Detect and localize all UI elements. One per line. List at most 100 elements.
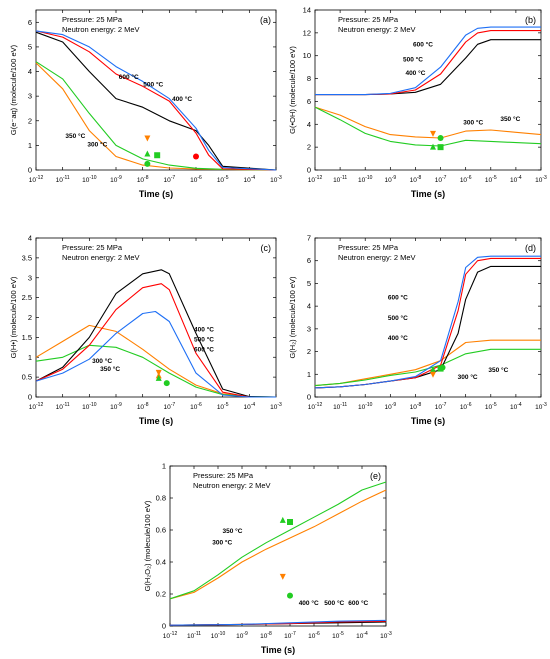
x-tick-label: 10-8 [137,402,149,411]
y-tick-label: 10 [303,51,311,60]
x-tick-label: 10-12 [308,402,323,411]
y-tick-label: 1 [28,353,32,362]
x-tick-label: 10-8 [137,175,149,184]
x-tick-label: 10-5 [332,631,344,640]
x-tick-label: 10-3 [535,175,547,184]
data-marker-circle [193,153,199,160]
data-marker-tri-down [279,573,286,580]
y-tick-label: 4 [307,120,311,129]
temperature-label: 600 °C [388,293,408,301]
series-line-600C [314,255,541,389]
x-tick-label: 10-4 [243,402,255,411]
x-tick-label: 10-8 [410,175,422,184]
series-line-350C [35,344,277,398]
panel-label: (c) [261,243,272,253]
x-tick-label: 10-11 [333,175,347,184]
series-line-350C [169,481,387,600]
series-line-300C [314,339,541,387]
y-tick-label: 6 [28,18,32,27]
y-tick-label: 0 [28,166,32,175]
x-tick-label: 10-9 [384,402,396,411]
x-tick-label: 10-12 [163,631,178,640]
annotation-energy: Neutron energy: 2 MeV [62,25,140,34]
plot-frame [314,237,542,398]
x-tick-label: 10-6 [460,402,472,411]
series-line-300C [314,106,542,139]
x-tick-label: 10-9 [236,631,248,640]
y-tick-label: 1.5 [22,333,32,342]
x-tick-label: 10-8 [410,402,422,411]
y-tick-label: 3 [28,92,32,101]
temperature-label: 500 °C [324,599,344,607]
temperature-label: 600 °C [348,599,368,607]
y-tick-label: 5 [307,279,311,288]
y-axis-title: G(•OH) (molecule/100 eV) [288,46,297,134]
temperature-label: 500 °C [194,335,214,343]
y-tick-label: 12 [303,28,311,37]
plot-frame [169,465,387,627]
data-marker-tri-down [429,130,436,137]
x-tick-label: 10-7 [163,175,175,184]
x-tick-label: 10-10 [358,175,373,184]
x-axis-title: Time (s) [411,189,445,199]
annotation-pressure: Pressure: 25 MPa [338,15,399,24]
x-tick-label: 10-8 [260,631,272,640]
data-marker-triangle [429,366,436,373]
temperature-label: 350 °C [100,365,120,373]
panel-label: (d) [525,243,536,253]
panel-a: 10-12 10-11 10-10 10-9 10-8 10-7 10-6 10-5 10-4 1… [9,9,282,199]
x-tick-label: 10-7 [435,175,447,184]
x-tick-label: 10-12 [29,402,44,411]
y-tick-label: 0.5 [22,373,32,382]
x-tick-label: 10-6 [190,175,202,184]
y-axis-title: G(e⁻aq) (molecule/100 eV) [9,44,18,135]
y-tick-label: 0.4 [156,558,166,567]
series-line-600C [35,30,277,171]
x-axis-title: Time (s) [139,416,173,426]
y-tick-label: 4 [28,234,32,243]
temperature-label: 500 °C [143,80,163,88]
panel-label: (b) [525,15,536,25]
temperature-label: 400 °C [172,95,192,103]
temperature-label: 350 °C [222,527,242,535]
series-line-350C [314,106,542,147]
data-marker-tri-down [144,135,151,142]
y-tick-label: 0 [28,393,32,402]
x-tick-label: 10-3 [270,402,282,411]
y-tick-label: 0 [307,166,311,175]
x-tick-label: 10-7 [284,631,296,640]
y-tick-label: 8 [307,74,311,83]
data-marker-square [437,365,444,372]
temperature-label: 500 °C [403,55,423,63]
y-tick-label: 4 [28,67,32,76]
data-marker-circle [437,135,444,141]
x-tick-label: 10-4 [243,175,255,184]
temperature-label: 600 °C [119,73,139,81]
temperature-label: 300 °C [463,118,483,126]
temperature-label: 300 °C [212,538,232,546]
x-tick-label: 10-11 [56,402,70,411]
temperature-label: 350 °C [500,115,520,123]
y-tick-label: 0.6 [156,526,166,535]
x-tick-label: 10-5 [485,402,497,411]
data-marker-tri-down [429,371,436,378]
x-tick-label: 10-9 [384,175,396,184]
annotation-pressure: Pressure: 25 MPa [62,243,123,252]
temperature-label: 500 °C [388,314,408,322]
x-tick-label: 10-11 [187,631,201,640]
annotation-energy: Neutron energy: 2 MeV [338,253,416,262]
x-tick-label: 10-10 [211,631,226,640]
series-line-500C [35,283,276,398]
x-tick-label: 10-12 [29,175,44,184]
annotation-pressure: Pressure: 25 MPa [193,471,254,480]
series-line-500C [35,30,277,171]
y-tick-label: 2.5 [22,293,32,302]
data-marker-square [437,144,444,151]
x-tick-label: 10-10 [358,402,373,411]
x-tick-label: 10-6 [460,175,472,184]
panel-label: (a) [260,15,271,25]
temperature-label: 400 °C [388,334,408,342]
x-tick-label: 10-4 [356,631,368,640]
annotation-pressure: Pressure: 25 MPa [62,15,123,24]
x-axis-title: Time (s) [411,416,445,426]
